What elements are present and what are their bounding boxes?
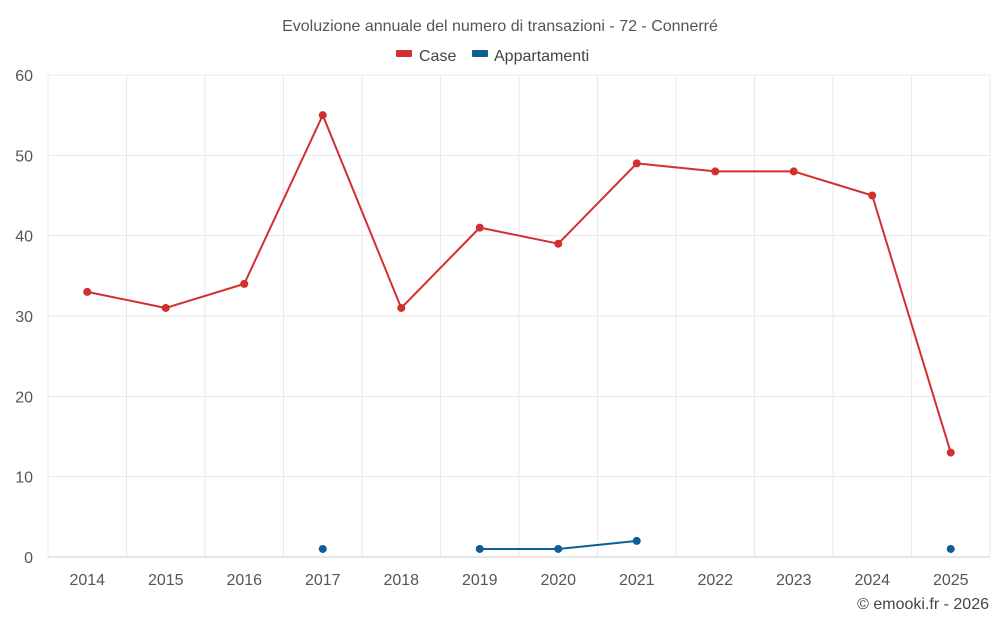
data-point <box>161 303 170 312</box>
series-layer <box>83 111 955 553</box>
legend-label-case: Case <box>419 48 456 65</box>
x-tick-label: 2021 <box>619 572 655 589</box>
x-tick-label: 2015 <box>148 572 184 589</box>
y-tick-label: 30 <box>15 309 33 326</box>
series-line <box>87 114 952 453</box>
x-tick-label: 2023 <box>776 572 812 589</box>
y-tick-label: 10 <box>15 470 33 487</box>
data-point <box>475 544 484 553</box>
y-tick-label: 20 <box>15 389 33 406</box>
data-point <box>946 544 955 553</box>
x-tick-label: 2020 <box>540 572 576 589</box>
data-point <box>789 167 798 176</box>
series-case <box>83 111 955 457</box>
legend-item-case[interactable]: Case <box>396 48 456 65</box>
data-point <box>554 239 563 248</box>
x-tick-label: 2016 <box>226 572 262 589</box>
y-tick-label: 40 <box>15 229 33 246</box>
legend-swatch-appartamenti <box>472 50 488 57</box>
y-tick-label: 0 <box>24 550 33 567</box>
y-tick-label: 60 <box>15 68 33 85</box>
x-tick-label: 2018 <box>383 572 419 589</box>
x-tick-label: 2017 <box>305 572 341 589</box>
axes: 0 10 20 30 40 50 60 2014 2015 2016 2017 2018 2019 202… <box>15 68 990 589</box>
data-point <box>318 544 327 553</box>
data-point <box>318 111 327 120</box>
y-tick-label: 50 <box>15 148 33 165</box>
legend-swatch-case <box>396 50 412 57</box>
chart-title: Evoluzione annuale del numero di transaz… <box>282 18 718 35</box>
legend-label-appartamenti: Appartamenti <box>494 48 589 65</box>
data-point <box>946 448 955 457</box>
x-tick-label: 2024 <box>854 572 890 589</box>
legend: Case Appartamenti <box>396 48 589 65</box>
data-point <box>632 159 641 168</box>
x-tick-label: 2025 <box>933 572 969 589</box>
x-tick-label: 2014 <box>69 572 105 589</box>
data-point <box>475 223 484 232</box>
data-point <box>554 544 563 553</box>
series-appartamenti <box>318 536 955 553</box>
grid <box>47 74 991 557</box>
data-point <box>397 303 406 312</box>
data-point <box>711 167 720 176</box>
x-tick-label: 2019 <box>462 572 498 589</box>
x-tick-label: 2022 <box>697 572 733 589</box>
data-point <box>868 191 877 200</box>
data-point <box>83 287 92 296</box>
chart-credit: © emooki.fr - 2026 <box>857 596 989 613</box>
data-point <box>240 279 249 288</box>
data-point <box>632 536 641 545</box>
legend-item-appartamenti[interactable]: Appartamenti <box>472 48 589 65</box>
